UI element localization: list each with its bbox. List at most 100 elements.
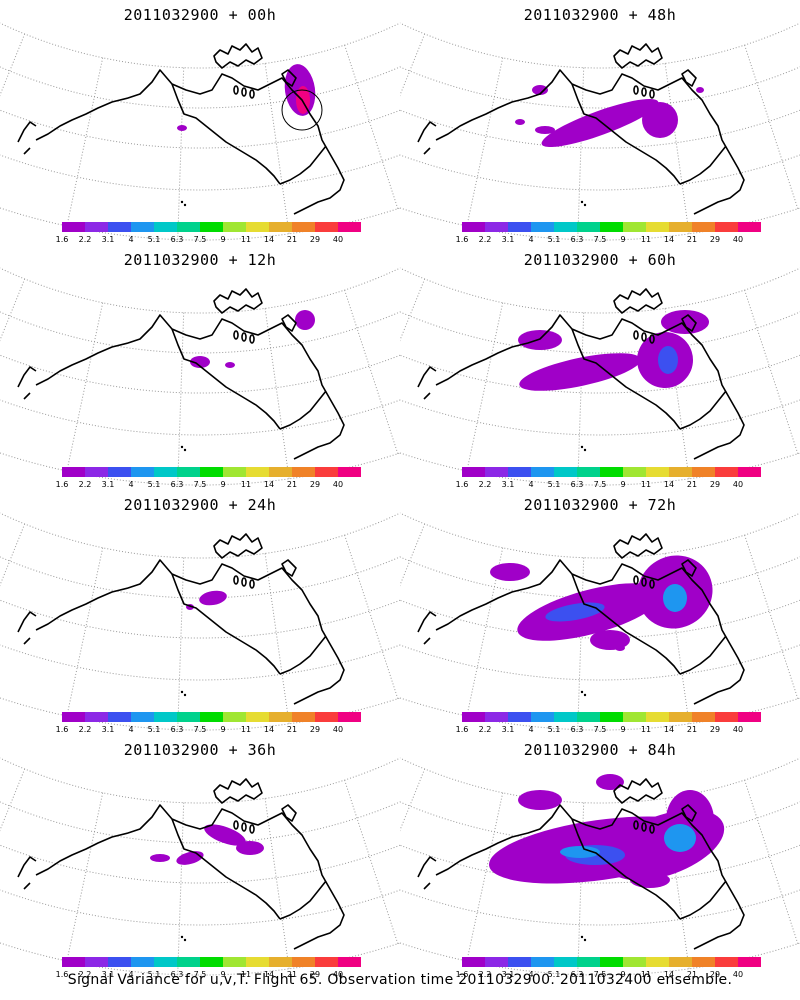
- colorbar-swatch: [600, 222, 623, 232]
- latitude-line: [400, 66, 800, 109]
- colorbar-tick-label: 1.6: [56, 725, 69, 734]
- colorbar-tick-label: 11: [641, 480, 651, 489]
- colorbar-swatch: [177, 467, 200, 477]
- meridian-line: [264, 553, 290, 724]
- graticule: [0, 768, 400, 975]
- colorbar-swatch: [508, 957, 531, 967]
- colorbar-tick-label: 4: [128, 970, 133, 979]
- coastline-hudson-bay: [679, 635, 727, 675]
- coastline-alaska-canada: [35, 804, 345, 950]
- meridian-line: [744, 289, 799, 454]
- colorbar-swatch: [223, 222, 246, 232]
- colorbar-swatch: [531, 957, 554, 967]
- map-area: [400, 22, 800, 241]
- hawaii-island: [183, 938, 187, 942]
- meridian-line: [577, 557, 585, 730]
- variance-blob: [664, 824, 696, 852]
- coastline-west-coast: [571, 328, 681, 430]
- panel-title: 2011032900 + 12h: [123, 251, 277, 269]
- meridian-line: [744, 779, 799, 944]
- colorbar-swatch: [85, 957, 108, 967]
- colorbar-tick-label: 2.2: [79, 235, 92, 244]
- colorbar-tick-label: 6.3: [171, 235, 184, 244]
- colorbar-swatch: [131, 712, 154, 722]
- colorbar-tick-label: 11: [641, 725, 651, 734]
- latitude-line: [400, 556, 800, 599]
- coastline-alaska-canada: [435, 69, 745, 215]
- colorbar-tick-label: 4: [128, 725, 133, 734]
- colorbar-swatch: [223, 467, 246, 477]
- colorbar-swatch: [715, 467, 738, 477]
- island: [641, 822, 647, 832]
- meridian-line: [177, 557, 185, 730]
- colorbar-swatch: [200, 222, 223, 232]
- colorbar-swatch: [646, 712, 669, 722]
- colorbar-swatch: [338, 467, 361, 477]
- colorbar-tick-label: 11: [241, 480, 251, 489]
- island: [633, 575, 639, 585]
- hawaii-island: [183, 448, 187, 452]
- variance-blob: [204, 824, 246, 846]
- colorbar-tick-label: 14: [664, 725, 674, 734]
- colorbar-swatch: [269, 712, 292, 722]
- coastline-japan: [23, 637, 31, 645]
- colorbar-swatch: [154, 957, 177, 967]
- meridian-line: [177, 67, 185, 240]
- variance-blob: [295, 310, 315, 330]
- coastline-west-coast: [171, 328, 281, 430]
- coastline-alaska-canada: [35, 559, 345, 705]
- map-panel-84h: 2011032900 + 84h 1.6 2.2 3.1 4 5.1 6.3 7.5 9 11 1…: [400, 735, 800, 980]
- colorbar-swatch: [738, 957, 761, 967]
- colorbar-tick-label: 2.2: [479, 480, 492, 489]
- colorbar-swatch: [246, 222, 269, 232]
- colorbar-tick-label: 29: [310, 480, 320, 489]
- colorbar-tick-label: 9: [220, 970, 225, 979]
- latitude-line: [0, 801, 400, 844]
- variance-blob: [225, 362, 235, 368]
- variance-field: [490, 555, 713, 651]
- colorbar-tick-label: 3.1: [502, 480, 515, 489]
- coastline-west-coast: [171, 818, 281, 920]
- colorbar-swatch: [62, 467, 85, 477]
- graticule: [0, 278, 400, 485]
- map-panel-36h: 2011032900 + 36h 1.6 2.2 3.1 4 5.1 6.3 7.5 9 11 1…: [0, 735, 400, 980]
- colorbar-tick-label: 7.5: [194, 970, 207, 979]
- coastline-hudson-bay: [279, 390, 327, 430]
- colorbar-swatch: [223, 712, 246, 722]
- coastline-alaska-canada: [35, 314, 345, 460]
- colorbar-swatch: [315, 222, 338, 232]
- colorbar-tick-label: 21: [687, 480, 697, 489]
- variance-blob: [519, 353, 641, 391]
- colorbar-swatch: [738, 222, 761, 232]
- meridian-line: [400, 768, 426, 832]
- colorbar-swatch: [692, 957, 715, 967]
- colorbar-tick-label: 21: [287, 235, 297, 244]
- colorbar-tick-label: 21: [287, 480, 297, 489]
- arctic-islands: [613, 43, 663, 69]
- colorbar-swatch: [600, 712, 623, 722]
- island: [241, 87, 247, 97]
- coastline-asia: [417, 121, 437, 143]
- colorbar-swatch: [485, 712, 508, 722]
- coastline-west-coast: [571, 573, 681, 675]
- colorbar-tick-label: 11: [641, 235, 651, 244]
- colorbar-swatch: [485, 957, 508, 967]
- meridian-line: [0, 33, 26, 97]
- map-panel-60h: 2011032900 + 60h 1.6 2.2 3.1 4 5.1 6.3 7.5 9 11 1…: [400, 245, 800, 490]
- colorbar-swatch: [554, 957, 577, 967]
- map-panel-48h: 2011032900 + 48h 1.6 2.2 3.1 4 5.1 6.3 7.5 9 11 1…: [400, 0, 800, 245]
- coastline: [17, 778, 345, 950]
- coastline-hudson-bay: [679, 145, 727, 185]
- colorbar-tick-label: 6.3: [171, 725, 184, 734]
- colorbar-swatch: [154, 712, 177, 722]
- island: [233, 575, 239, 585]
- colorbar-swatch: [108, 957, 131, 967]
- variance-blob: [545, 602, 605, 622]
- colorbar-swatch: [577, 467, 600, 477]
- variance-blob: [615, 645, 625, 651]
- colorbar-tick-label: 5.1: [548, 970, 561, 979]
- island: [233, 85, 239, 95]
- colorbar-tick-label: 4: [128, 480, 133, 489]
- colorbar-tick-label: 9: [620, 235, 625, 244]
- variance-blob: [150, 854, 170, 862]
